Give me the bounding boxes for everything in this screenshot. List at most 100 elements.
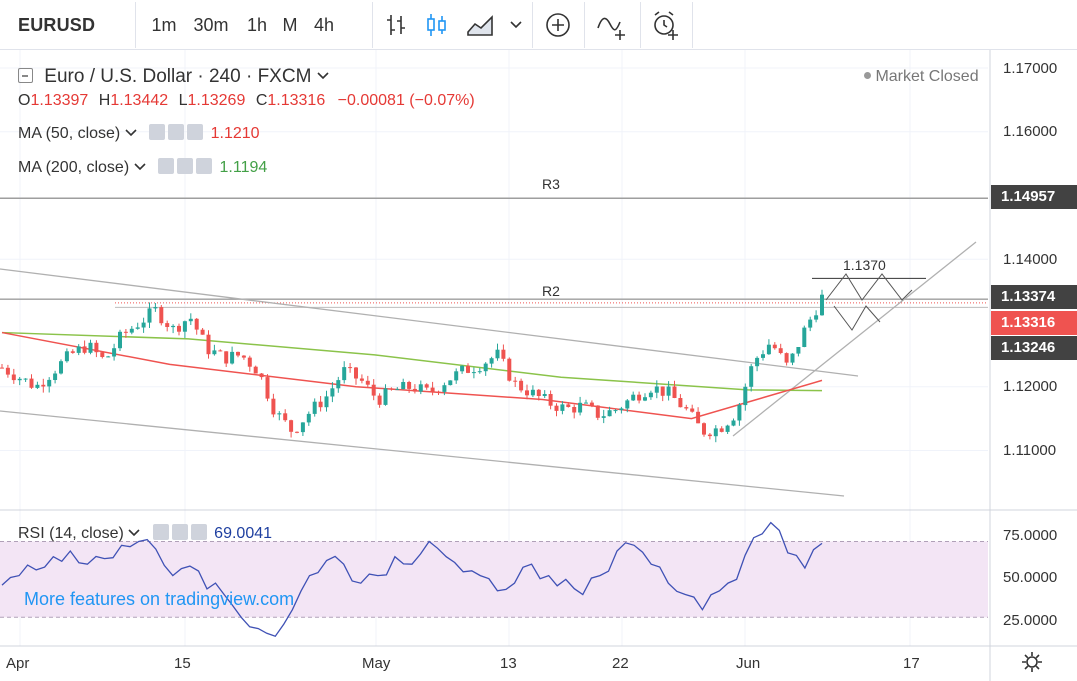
indicators-icon[interactable] (596, 12, 628, 40)
candle-body (654, 386, 659, 393)
candle-body (578, 402, 583, 413)
close-icon[interactable] (196, 158, 213, 174)
candle-body (377, 395, 382, 405)
chevron-down-icon[interactable] (134, 162, 146, 172)
low-label: L (178, 92, 188, 109)
open-value: 1.13397 (30, 92, 89, 109)
rsi-line (1, 521, 823, 637)
candle-body (560, 404, 565, 411)
target-label: 1.1370 (843, 257, 886, 273)
candle-body (772, 344, 777, 349)
market-status: Market Closed (864, 68, 979, 86)
candle-body (177, 325, 181, 332)
y-tick-label: 1.12000 (1003, 378, 1058, 395)
pane-frame (0, 50, 1077, 681)
candle-body (548, 394, 553, 406)
candle-body (672, 386, 677, 398)
candle-body (619, 408, 624, 411)
candle-body (660, 386, 665, 396)
gear-icon[interactable] (177, 158, 194, 174)
watermark-link[interactable]: More features on tradingview.com (24, 589, 295, 609)
candle-body (59, 361, 63, 374)
ma50-legend[interactable]: MA (50, close) 1.1210 (18, 124, 260, 143)
candles (0, 289, 824, 443)
projection-zigzag (812, 273, 926, 331)
y-tick-label: 1.11000 (1003, 442, 1057, 459)
candle-body (64, 351, 69, 362)
bar-chart-icon[interactable] (384, 12, 410, 38)
candle-body (259, 373, 264, 378)
chevron-down-icon[interactable] (128, 528, 140, 538)
chevron-down-icon[interactable] (509, 18, 523, 32)
close-icon[interactable] (190, 524, 207, 540)
candle-body (247, 357, 252, 367)
close-value: 1.13316 (267, 92, 326, 109)
eye-icon[interactable] (152, 524, 169, 540)
ma200-legend[interactable]: MA (200, close) 1.1194 (18, 158, 267, 177)
compare-add-icon[interactable] (544, 11, 572, 39)
timeframe-m[interactable]: M (282, 15, 298, 35)
symbol-search[interactable]: EURUSD (18, 15, 96, 35)
open-label: O (18, 92, 31, 109)
alert-icon[interactable] (651, 10, 681, 40)
candle-body (159, 307, 164, 324)
projection-down-zigzag (833, 305, 881, 331)
candle-body (424, 384, 429, 388)
price-tag-r2: 1.13374 (991, 285, 1077, 309)
candle-body (318, 401, 323, 408)
gear-icon[interactable] (1021, 651, 1043, 673)
channel-lines (0, 241, 977, 497)
candle-body (194, 318, 199, 330)
candle-body (495, 349, 500, 359)
candle-body (678, 398, 683, 408)
candle-body (684, 407, 689, 409)
candle-body (94, 342, 99, 353)
candle-body (755, 357, 760, 367)
candle-body (696, 411, 701, 424)
candle-body (47, 379, 52, 387)
close-icon[interactable] (187, 124, 204, 140)
chevron-down-icon[interactable] (317, 71, 329, 81)
candle-body (330, 388, 335, 397)
eye-icon[interactable] (158, 158, 175, 174)
candle-body (477, 371, 482, 373)
x-tick-label: Jun (736, 655, 761, 672)
timeframe-4h[interactable]: 4h (313, 15, 335, 35)
candle-body (536, 389, 541, 396)
candle-body (306, 413, 311, 423)
candle-body (713, 428, 718, 437)
market-status-label: Market Closed (875, 68, 979, 85)
gear-icon[interactable] (168, 124, 185, 140)
x-tick-label: 17 (903, 655, 920, 672)
price-tag-low: 1.13246 (991, 336, 1077, 360)
candle-body (135, 327, 140, 329)
candle-body (141, 322, 146, 328)
candles-icon[interactable] (424, 12, 450, 38)
candle-body (236, 351, 240, 356)
rsi-legend[interactable]: RSI (14, close) 69.0041 (18, 524, 272, 543)
candle-body (324, 396, 329, 408)
toolbar-divider (135, 2, 136, 48)
timeframe-30m[interactable]: 30m (193, 15, 229, 35)
candle-body (123, 331, 128, 333)
candle-body (690, 408, 695, 412)
low-value: 1.13269 (187, 92, 246, 109)
candle-body (766, 344, 771, 355)
eye-icon[interactable] (149, 124, 166, 140)
candle-body (371, 384, 376, 396)
gear-icon[interactable] (171, 524, 188, 540)
rsi-tick-label: 50.0000 (1003, 569, 1058, 586)
timeframe-1m[interactable]: 1m (151, 15, 177, 35)
candle-body (702, 423, 706, 435)
chevron-down-icon[interactable] (125, 128, 137, 138)
area-chart-icon[interactable] (466, 12, 496, 38)
candle-body (342, 367, 347, 381)
candle-body (336, 380, 341, 389)
candle-body (643, 397, 647, 401)
candle-body (5, 367, 10, 375)
timeframe-1h[interactable]: 1h (246, 15, 268, 35)
rsi-value: 69.0041 (214, 525, 273, 542)
collapse-icon[interactable] (18, 68, 33, 83)
candle-body (637, 394, 642, 401)
